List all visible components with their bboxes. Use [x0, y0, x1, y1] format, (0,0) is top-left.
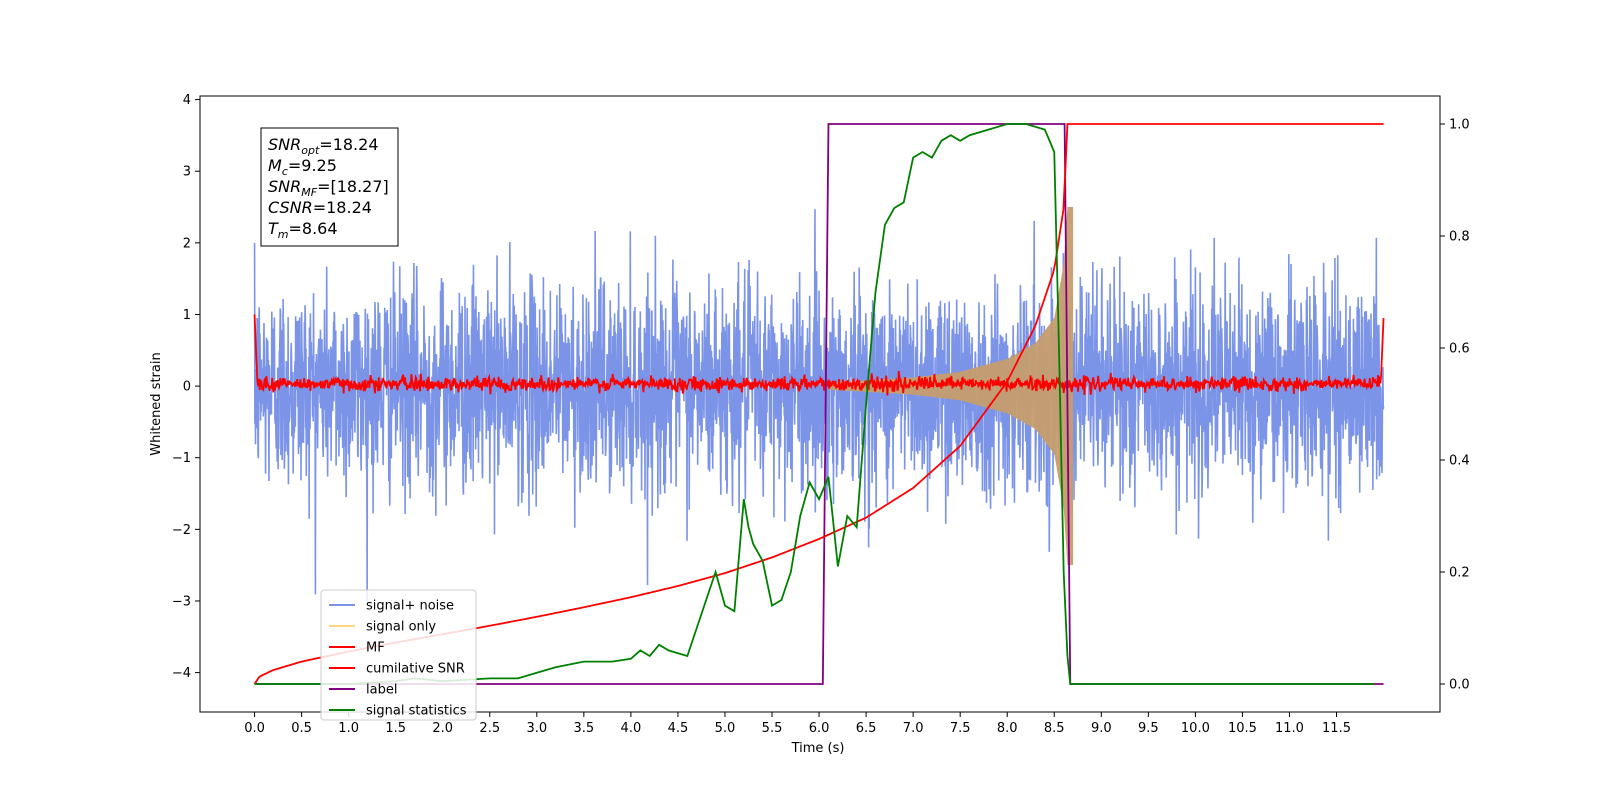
y-left-tick-label: 0: [183, 380, 191, 395]
x-tick-label: 0.5: [291, 721, 312, 736]
info-lines: SNRopt=18.24 Mc=9.25 SNRMF=[18.27] CSNR=18.…: [268, 135, 389, 241]
info-line-base: T: [268, 219, 279, 238]
x-tick-label: 9.0: [1091, 721, 1112, 736]
info-box-frame: [260, 127, 399, 247]
info-line-base: M: [268, 156, 282, 175]
legend-frame: [320, 589, 477, 721]
info-line-value: =9.25: [288, 156, 337, 175]
y-right-tick-label: 1.0: [1449, 118, 1470, 133]
signal-noise-line: [253, 209, 1385, 603]
y-axis-left: 4 3 2 1 0 −1 −2 −3 −4: [172, 93, 200, 681]
info-line-subscript: m: [278, 228, 289, 241]
x-axis-label: Time (s): [791, 741, 845, 756]
y-right-tick-label: 0.6: [1449, 342, 1470, 357]
y-left-tick-label: 4: [183, 93, 191, 108]
info-line-base: CSNR: [268, 198, 313, 217]
x-tick-label: 7.5: [950, 721, 971, 736]
x-tick-label: 6.0: [809, 721, 830, 736]
y-axis-right: 1.0 0.8 0.6 0.4 0.2 0.0: [1440, 118, 1470, 693]
info-line-value: =18.24: [319, 135, 378, 154]
legend-label: MF: [366, 641, 385, 656]
x-tick-label: 5.5: [762, 721, 783, 736]
signal-statistics-line: [254, 123, 1375, 685]
info-line-subscript: opt: [301, 144, 320, 157]
x-tick-label: 3.0: [526, 721, 547, 736]
info-line-subscript: MF: [301, 186, 317, 199]
y-right-tick-label: 0.2: [1449, 566, 1470, 581]
y-left-tick-label: −1: [172, 451, 191, 466]
x-tick-label: 8.0: [997, 721, 1018, 736]
x-tick-label: 2.0: [432, 721, 453, 736]
info-line-base: SNR: [268, 135, 301, 154]
legend-label: label: [366, 683, 397, 698]
y-left-tick-label: −3: [172, 594, 191, 609]
x-tick-label: 0.0: [244, 721, 265, 736]
x-tick-label: 11.5: [1322, 721, 1351, 736]
info-line-subscript: c: [282, 165, 288, 178]
x-tick-label: 11.0: [1275, 721, 1304, 736]
legend-items: signal+ noise signal only MF cumilative SNR…: [329, 599, 467, 719]
x-tick-label: 10.0: [1181, 721, 1210, 736]
legend-label: cumilative SNR: [366, 662, 465, 677]
legend-label: signal only: [366, 620, 436, 635]
x-tick-label: 1.0: [338, 721, 359, 736]
x-tick-label: 1.5: [385, 721, 406, 736]
mf-line: [253, 314, 1385, 396]
x-tick-label: 10.5: [1228, 721, 1257, 736]
x-tick-label: 7.0: [903, 721, 924, 736]
x-tick-label: 2.5: [479, 721, 500, 736]
y-left-tick-label: −4: [172, 666, 191, 681]
y-right-tick-label: 0.8: [1449, 230, 1470, 245]
y-right-tick-label: 0.4: [1449, 454, 1470, 469]
signal-only-fill: [828, 207, 1074, 566]
legend-label: signal statistics: [366, 704, 467, 719]
x-axis: 0.0 0.5 1.0 1.5 2.0 2.5 3.0 3.5 4.0 4.5 5.0 5.5 6.0 6…: [244, 712, 1351, 736]
y-left-tick-label: −2: [172, 523, 191, 538]
info-line-value: =18.24: [313, 198, 372, 217]
y-left-tick-label: 3: [183, 165, 191, 180]
info-line-base: SNR: [268, 177, 301, 196]
y-left-tick-label: 1: [183, 308, 191, 323]
x-tick-label: 9.5: [1138, 721, 1159, 736]
x-tick-label: 8.5: [1044, 721, 1065, 736]
y-left-tick-label: 2: [183, 236, 191, 251]
x-tick-label: 6.5: [856, 721, 877, 736]
x-tick-label: 4.0: [621, 721, 642, 736]
x-tick-label: 4.5: [668, 721, 689, 736]
x-tick-label: 5.0: [715, 721, 736, 736]
x-tick-label: 3.5: [574, 721, 595, 736]
info-line-value: =8.64: [289, 219, 338, 238]
legend-label: signal+ noise: [366, 599, 454, 614]
plot-frame: [199, 95, 1441, 713]
info-box: SNRopt=18.24 Mc=9.25 SNRMF=[18.27] CSNR=18.…: [260, 127, 399, 247]
info-line-value: =[18.27]: [317, 177, 389, 196]
y-axis-label: Whitened strain: [149, 352, 164, 455]
y-right-tick-label: 0.0: [1449, 678, 1470, 693]
legend: signal+ noise signal only MF cumilative SNR…: [320, 589, 477, 721]
